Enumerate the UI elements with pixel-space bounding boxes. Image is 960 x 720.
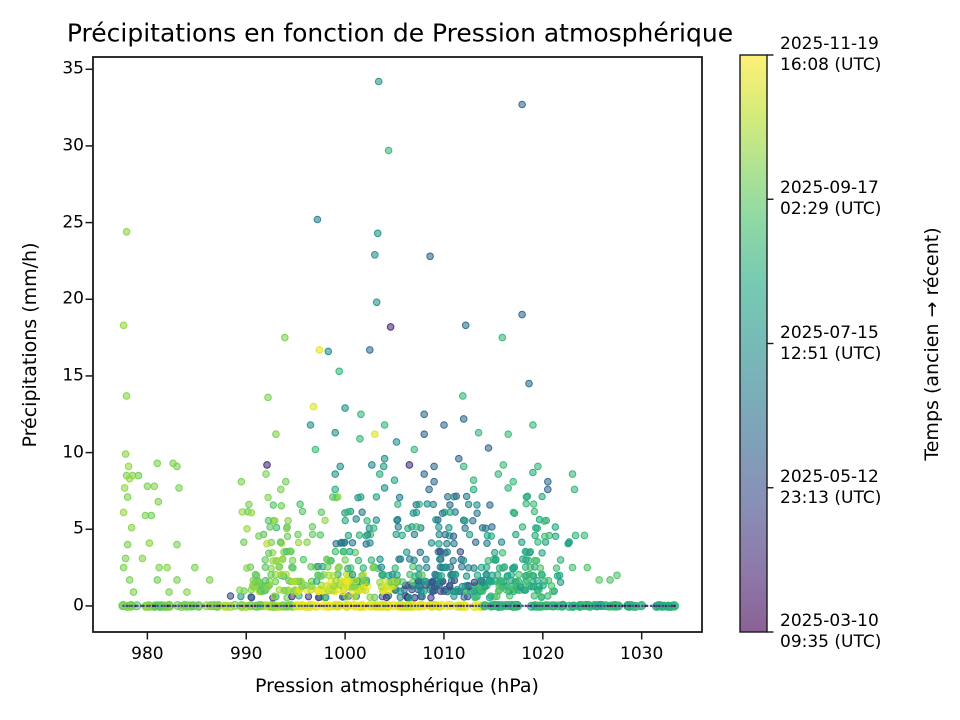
y-tick-label: 20 [62,288,84,309]
colorbar-tick-time: 16:08 (UTC) [780,55,882,75]
colorbar-tick-time: 09:35 (UTC) [780,632,882,652]
scatter-points [118,77,679,611]
colorbar-tick-time: 23:13 (UTC) [780,487,882,508]
plot-frame [92,56,703,633]
colorbar-tick-date: 2025-03-10 [780,611,879,631]
x-tick-label: 980 [131,644,164,664]
x-tick-label: 1030 [620,644,664,664]
y-tick-label: 15 [62,365,84,386]
colorbar-label: Temps (ancien → récent) [921,227,943,461]
y-tick-label: 0 [73,595,84,616]
colorbar-tick-date: 2025-07-15 [780,322,879,343]
colorbar-tick-date: 2025-11-19 [780,34,879,54]
colorbar-gradient [740,55,767,632]
colorbar-tick-label: 2025-07-15 12:51 (UTC) [780,323,881,365]
colorbar-tick-label: 2025-03-10 09:35 (UTC) [780,611,881,653]
x-tick-label: 1020 [521,644,565,664]
colorbar-tick-label: 2025-11-19 16:08 (UTC) [780,34,881,76]
chart-title: Précipitations en fonction de Pression a… [66,18,734,48]
y-tick-label: 25 [62,212,84,233]
y-axis-label: Précipitations (mm/h) [19,242,41,448]
x-axis-label: Pression atmosphérique (hPa) [255,675,539,697]
x-tick-label: 990 [230,644,263,664]
colorbar-tick-label: 2025-05-12 23:13 (UTC) [780,467,881,509]
colorbar-tick-time: 12:51 (UTC) [780,343,882,364]
y-tick-label: 5 [73,518,84,539]
x-tick-label: 1010 [422,644,466,664]
y-tick-label: 10 [62,442,84,463]
colorbar-tick-date: 2025-05-12 [780,466,879,487]
x-tick-label: 1000 [323,644,367,664]
colorbar-tick-label: 2025-09-17 02:29 (UTC) [780,178,881,220]
y-tick-label: 30 [62,135,84,156]
colorbar-tick-date: 2025-09-17 [780,178,879,199]
y-tick-label: 35 [62,58,84,79]
colorbar-tick-time: 02:29 (UTC) [780,199,882,220]
